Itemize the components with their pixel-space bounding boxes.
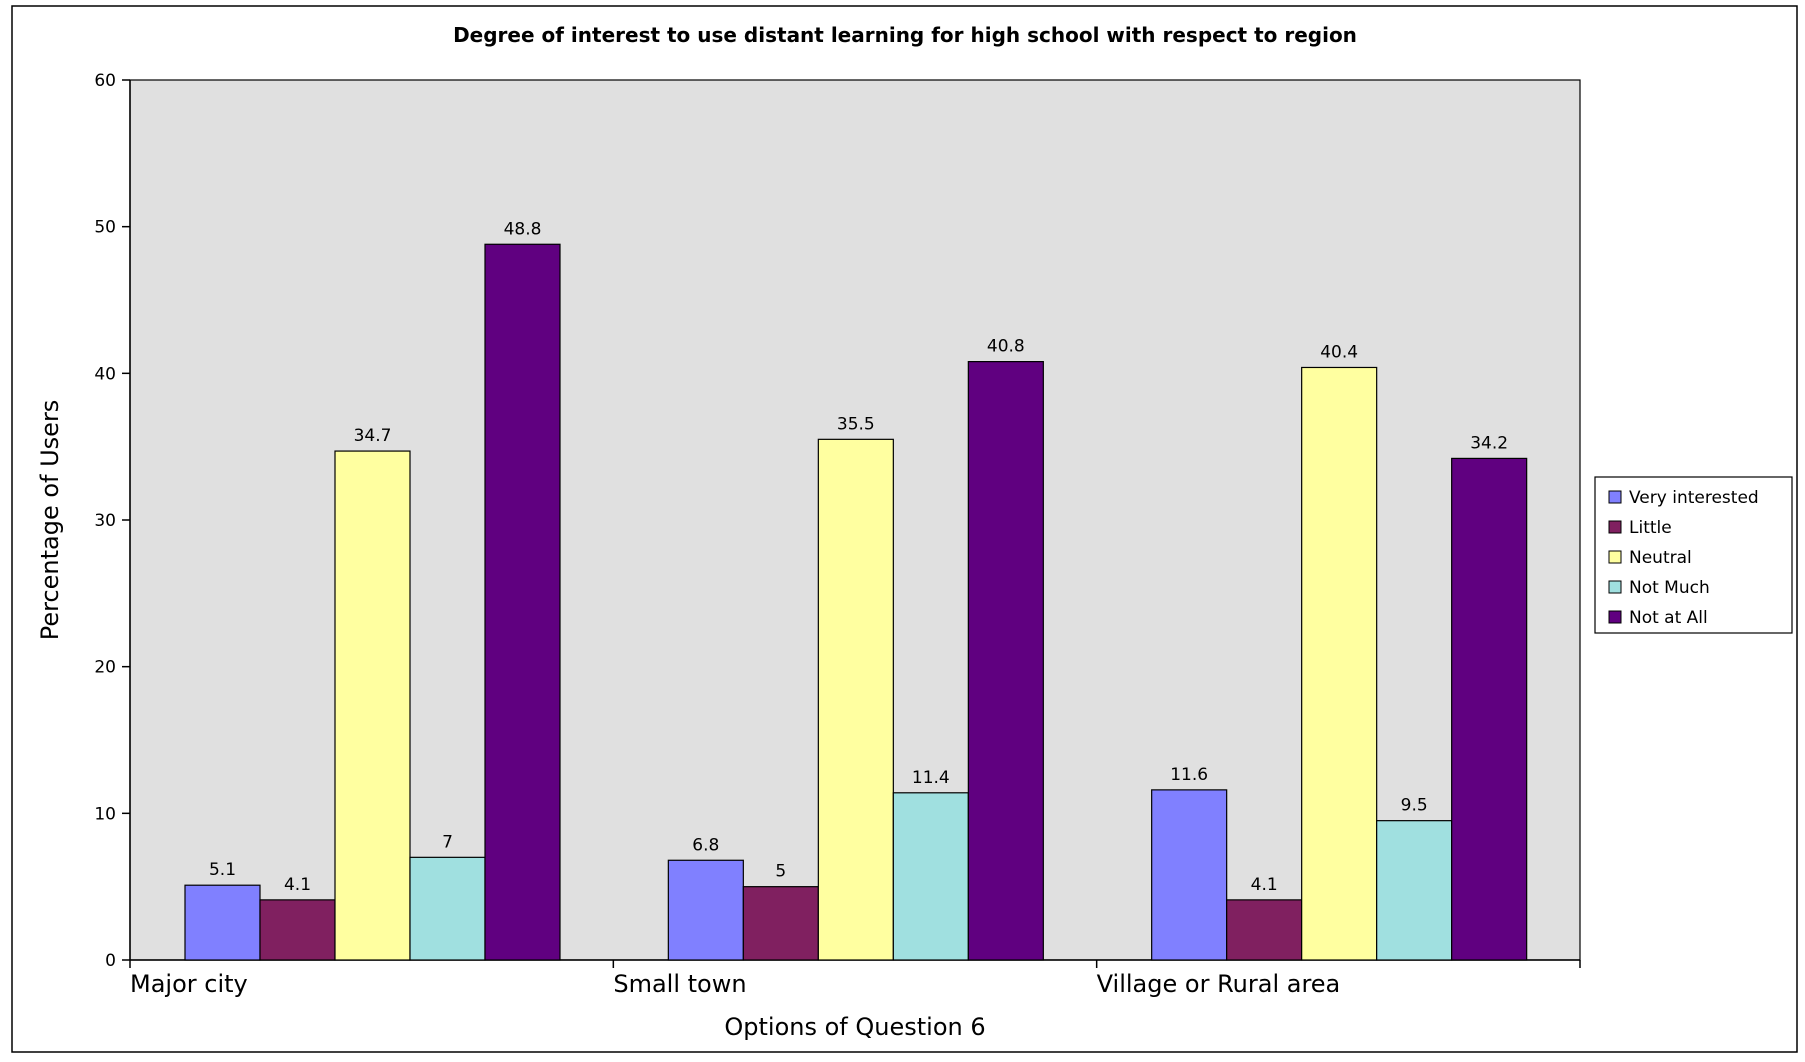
y-tick-label: 40 [94, 364, 116, 384]
bar-value-label: 5 [775, 862, 786, 882]
bar [1451, 457, 1528, 961]
bar [1226, 899, 1303, 961]
legend-label: Not Much [1629, 578, 1710, 598]
x-axis: Major city Small town Village or Rural are… [129, 959, 1581, 998]
legend-label: Neutral [1629, 548, 1692, 568]
x-tick-label: Small town [613, 970, 746, 998]
bar [409, 856, 486, 961]
legend-swatch [1608, 490, 1622, 504]
bar [1151, 789, 1228, 961]
bar [742, 886, 819, 961]
legend-swatch [1608, 610, 1622, 624]
y-tick-label: 60 [94, 71, 116, 91]
bar-value-label: 6.8 [692, 835, 719, 855]
bar [1301, 366, 1378, 961]
data-labels: 5.1 4.1 34.7 7 48.8 6.8 5 35.5 11.4 40.8 11.6 4.1 40… [209, 219, 1508, 895]
bar [334, 450, 411, 961]
bar-value-label: 11.4 [912, 768, 950, 788]
legend-label: Very interested [1629, 488, 1759, 508]
bar [484, 243, 561, 961]
legend-swatch [1608, 520, 1622, 534]
bar-value-label: 4.1 [1251, 875, 1278, 895]
legend-swatch [1608, 580, 1622, 594]
bar-value-label: 4.1 [284, 875, 311, 895]
bar-value-label: 40.8 [987, 337, 1025, 357]
chart-title: Degree of interest to use distant learni… [453, 23, 1357, 47]
y-axis-title: Percentage of Users [36, 400, 64, 641]
bar-value-label: 9.5 [1401, 796, 1428, 816]
bar-value-label: 11.6 [1170, 765, 1208, 785]
bar-value-label: 48.8 [504, 219, 542, 239]
bar-value-label: 40.4 [1320, 342, 1358, 362]
x-axis-title: Options of Question 6 [724, 1013, 985, 1041]
legend-label: Not at All [1629, 608, 1708, 628]
y-tick-label: 20 [94, 658, 116, 678]
legend: Very interested Little Neutral Not Much Not … [1594, 476, 1793, 634]
y-tick-label: 50 [94, 218, 116, 238]
bar [817, 438, 894, 961]
y-tick-label: 10 [94, 804, 116, 824]
bar-value-label: 34.2 [1470, 433, 1508, 453]
y-tick-label: 0 [105, 951, 116, 971]
x-tick-label: Village or Rural area [1097, 970, 1341, 998]
bar-value-label: 34.7 [354, 426, 392, 446]
bar [667, 859, 744, 961]
legend-swatch [1608, 550, 1622, 564]
legend-box [1594, 476, 1793, 634]
bar [892, 792, 969, 961]
bar-value-label: 35.5 [837, 414, 875, 434]
y-tick-label: 30 [94, 511, 116, 531]
bar [184, 884, 261, 961]
bar [967, 361, 1044, 961]
bar [259, 899, 336, 961]
x-tick-label: Major city [130, 970, 248, 998]
bar-value-label: 7 [442, 832, 453, 852]
bar-value-label: 5.1 [209, 860, 236, 880]
legend-label: Little [1629, 518, 1672, 538]
bar [1376, 820, 1453, 961]
bars [184, 243, 1528, 961]
y-axis: 0 10 20 30 40 50 60 [94, 71, 131, 971]
